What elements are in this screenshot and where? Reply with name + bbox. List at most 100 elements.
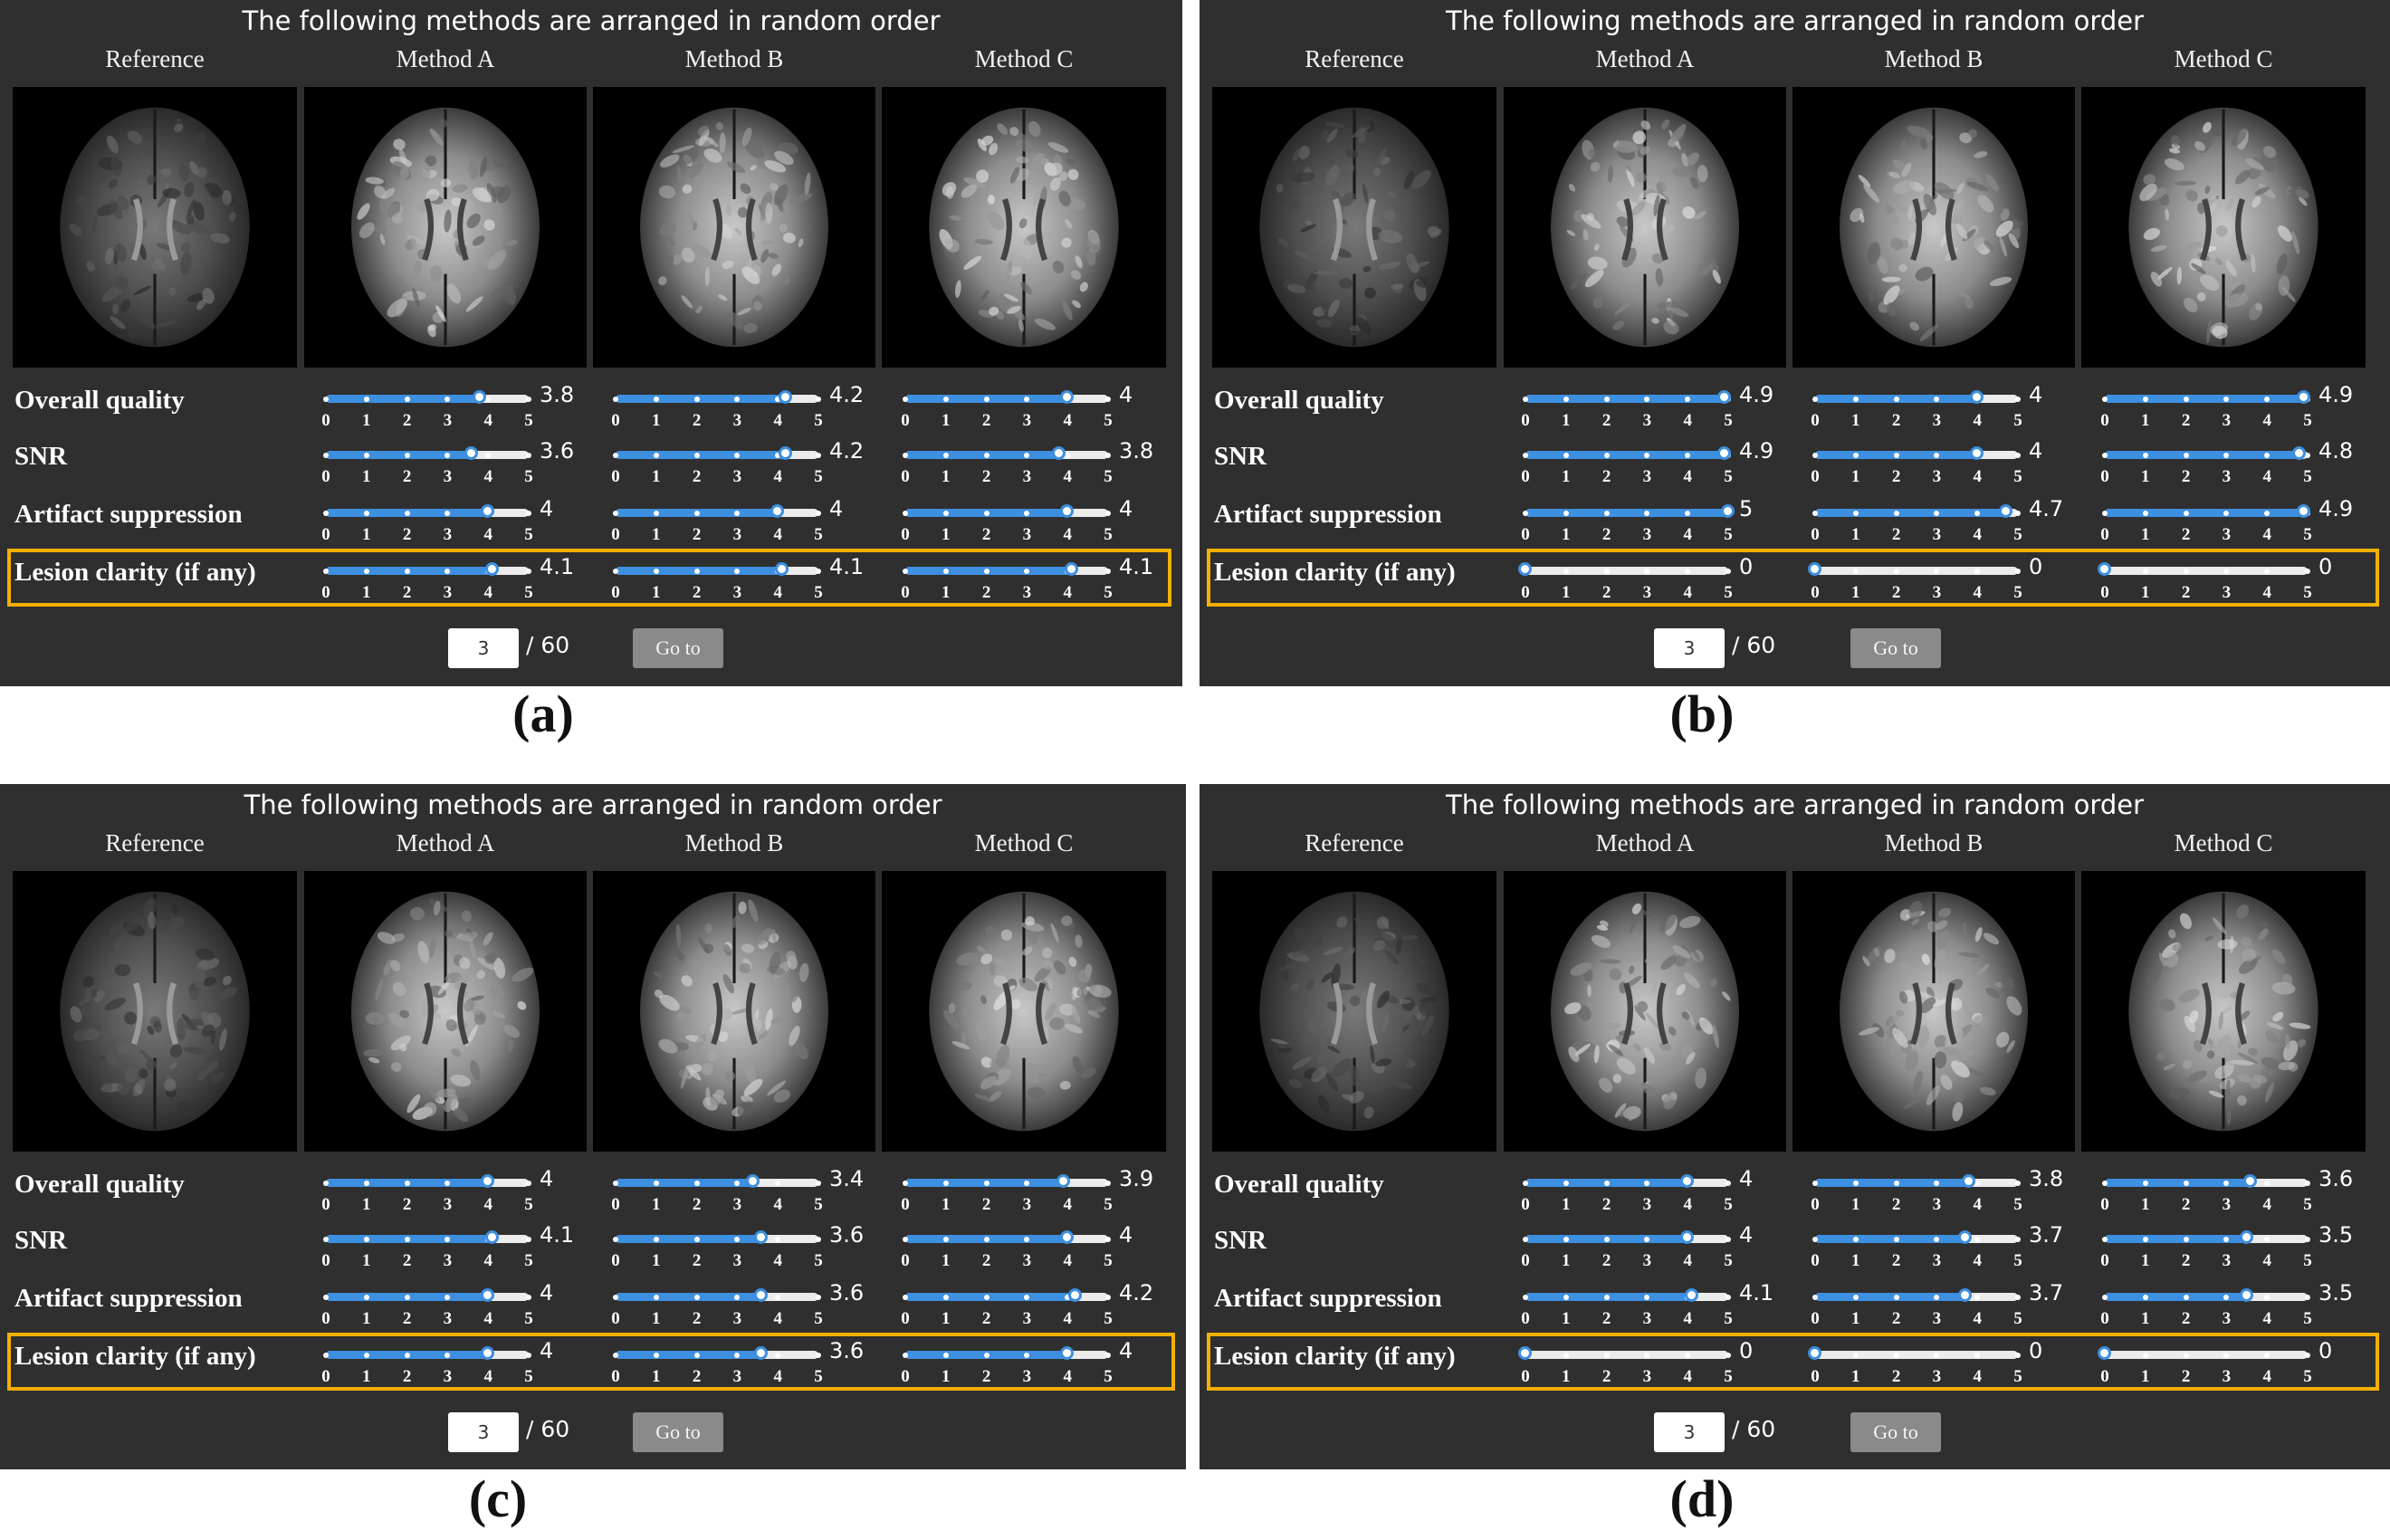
rating-slider-method-c[interactable]: 4.8 0 1 2 3 4 5: [2096, 438, 2367, 493]
page-number-input[interactable]: [1654, 1412, 1725, 1452]
slider-thumb[interactable]: [484, 1230, 499, 1244]
slider-thumb[interactable]: [774, 562, 789, 576]
slider-thumb[interactable]: [1068, 1288, 1083, 1302]
slider-track[interactable]: [2102, 390, 2310, 404]
slider-track[interactable]: [2102, 446, 2310, 460]
slider-thumb[interactable]: [1060, 1346, 1075, 1360]
slider-track[interactable]: [2102, 504, 2310, 518]
slider-thumb[interactable]: [481, 1346, 495, 1360]
slider-thumb[interactable]: [1957, 1230, 1972, 1244]
slider-track[interactable]: [903, 390, 1111, 404]
slider-track[interactable]: [1812, 1288, 2021, 1302]
slider-thumb[interactable]: [2243, 1174, 2258, 1188]
slider-thumb[interactable]: [754, 1346, 769, 1360]
rating-slider-method-c[interactable]: 3.5 0 1 2 3 4 5: [2096, 1222, 2367, 1277]
slider-track[interactable]: [1812, 504, 2021, 518]
slider-thumb[interactable]: [746, 1174, 760, 1188]
rating-slider-method-c[interactable]: 0 0 1 2 3 4 5: [2096, 1338, 2367, 1392]
rating-slider-method-b[interactable]: 0 0 1 2 3 4 5: [1806, 554, 2078, 608]
rating-slider-method-a[interactable]: 4.9 0 1 2 3 4 5: [1516, 438, 1788, 493]
slider-track[interactable]: [1523, 504, 1735, 518]
rating-slider-method-b[interactable]: 3.7 0 1 2 3 4 5: [1806, 1222, 2078, 1277]
slider-track[interactable]: [903, 1230, 1111, 1244]
slider-track[interactable]: [903, 504, 1111, 518]
slider-thumb[interactable]: [1962, 1174, 1976, 1188]
slider-thumb[interactable]: [1064, 562, 1078, 576]
rating-slider-method-a[interactable]: 4.1 0 1 2 3 4 5: [317, 554, 588, 608]
slider-track[interactable]: [613, 504, 821, 518]
slider-thumb[interactable]: [2296, 390, 2310, 404]
slider-thumb[interactable]: [1808, 1346, 1821, 1360]
page-number-input[interactable]: [1654, 628, 1725, 668]
slider-track[interactable]: [903, 1346, 1111, 1360]
slider-thumb[interactable]: [1060, 504, 1075, 518]
slider-thumb[interactable]: [1721, 504, 1735, 518]
slider-thumb[interactable]: [2239, 1288, 2253, 1302]
go-to-button[interactable]: Go to: [1850, 1412, 1941, 1452]
slider-thumb[interactable]: [464, 446, 479, 460]
slider-thumb[interactable]: [2098, 562, 2111, 576]
rating-slider-method-b[interactable]: 4.1 0 1 2 3 4 5: [607, 554, 878, 608]
slider-thumb[interactable]: [1518, 1346, 1532, 1360]
rating-slider-method-c[interactable]: 4.2 0 1 2 3 4 5: [896, 1280, 1168, 1334]
slider-track[interactable]: [2098, 562, 2310, 576]
slider-thumb[interactable]: [2098, 1346, 2111, 1360]
rating-slider-method-c[interactable]: 3.5 0 1 2 3 4 5: [2096, 1280, 2367, 1334]
slider-track[interactable]: [323, 1346, 531, 1360]
page-number-input[interactable]: [448, 628, 519, 668]
rating-slider-method-b[interactable]: 3.6 0 1 2 3 4 5: [607, 1338, 878, 1392]
slider-thumb[interactable]: [1970, 390, 1984, 404]
slider-track[interactable]: [323, 1230, 531, 1244]
slider-thumb[interactable]: [1716, 390, 1731, 404]
slider-thumb[interactable]: [754, 1230, 769, 1244]
slider-track[interactable]: [1812, 1230, 2021, 1244]
rating-slider-method-b[interactable]: 3.6 0 1 2 3 4 5: [607, 1280, 878, 1334]
slider-thumb[interactable]: [1957, 1288, 1972, 1302]
slider-thumb[interactable]: [1970, 446, 1984, 460]
rating-slider-method-b[interactable]: 4.7 0 1 2 3 4 5: [1806, 496, 2078, 550]
slider-track[interactable]: [2102, 1230, 2310, 1244]
slider-track[interactable]: [903, 1288, 1111, 1302]
slider-thumb[interactable]: [779, 446, 793, 460]
rating-slider-method-b[interactable]: 3.6 0 1 2 3 4 5: [607, 1222, 878, 1277]
rating-slider-method-c[interactable]: 3.8 0 1 2 3 4 5: [896, 438, 1168, 493]
slider-track[interactable]: [1518, 1346, 1731, 1360]
rating-slider-method-b[interactable]: 4.2 0 1 2 3 4 5: [607, 382, 878, 436]
rating-slider-method-b[interactable]: 3.4 0 1 2 3 4 5: [607, 1166, 878, 1220]
slider-thumb[interactable]: [1680, 1230, 1695, 1244]
rating-slider-method-c[interactable]: 3.6 0 1 2 3 4 5: [2096, 1166, 2367, 1220]
slider-thumb[interactable]: [1052, 446, 1066, 460]
slider-track[interactable]: [1808, 562, 2021, 576]
rating-slider-method-a[interactable]: 0 0 1 2 3 4 5: [1516, 1338, 1788, 1392]
slider-track[interactable]: [1523, 390, 1731, 404]
slider-track[interactable]: [1523, 1230, 1731, 1244]
slider-thumb[interactable]: [1808, 562, 1821, 576]
slider-track[interactable]: [323, 562, 531, 576]
slider-thumb[interactable]: [481, 504, 495, 518]
slider-thumb[interactable]: [1060, 390, 1075, 404]
slider-thumb[interactable]: [2296, 504, 2310, 518]
slider-thumb[interactable]: [770, 504, 785, 518]
slider-track[interactable]: [323, 1174, 531, 1188]
rating-slider-method-c[interactable]: 4.9 0 1 2 3 4 5: [2096, 496, 2367, 550]
slider-thumb[interactable]: [484, 562, 499, 576]
slider-track[interactable]: [903, 1174, 1111, 1188]
slider-track[interactable]: [1808, 1346, 2021, 1360]
slider-track[interactable]: [613, 1288, 821, 1302]
slider-thumb[interactable]: [1060, 1230, 1075, 1244]
slider-thumb[interactable]: [1680, 1174, 1695, 1188]
slider-thumb[interactable]: [754, 1288, 769, 1302]
slider-track[interactable]: [1812, 1174, 2021, 1188]
rating-slider-method-a[interactable]: 4.9 0 1 2 3 4 5: [1516, 382, 1788, 436]
rating-slider-method-c[interactable]: 4.9 0 1 2 3 4 5: [2096, 382, 2367, 436]
slider-track[interactable]: [613, 390, 821, 404]
go-to-button[interactable]: Go to: [633, 1412, 723, 1452]
slider-thumb[interactable]: [1056, 1174, 1070, 1188]
rating-slider-method-b[interactable]: 3.8 0 1 2 3 4 5: [1806, 1166, 2078, 1220]
